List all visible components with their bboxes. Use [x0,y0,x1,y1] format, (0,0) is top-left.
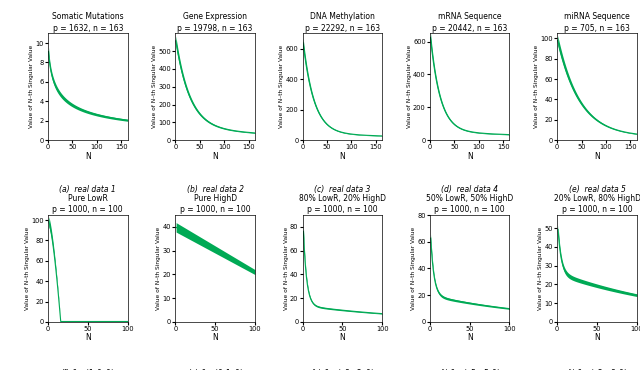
Y-axis label: Value of N–th Singular Value: Value of N–th Singular Value [279,45,284,128]
Y-axis label: Value of N–th Singular Value: Value of N–th Singular Value [156,227,161,310]
Text: (c)  real data 3: (c) real data 3 [314,185,371,194]
Title: miRNA Sequence
p = 705, n = 163: miRNA Sequence p = 705, n = 163 [564,13,630,33]
Y-axis label: Value of N–th Singular Value: Value of N–th Singular Value [152,45,157,128]
Y-axis label: Value of N–th Singular Value: Value of N–th Singular Value [406,45,412,128]
Y-axis label: Value of N–th Singular Value: Value of N–th Singular Value [411,227,416,310]
Title: Gene Expression
p = 19798, n = 163: Gene Expression p = 19798, n = 163 [177,13,253,33]
Title: 80% LowR, 20% HighD
p = 1000, n = 100: 80% LowR, 20% HighD p = 1000, n = 100 [299,194,386,214]
Text: (h) $\theta = (.8,.2,0)$: (h) $\theta = (.8,.2,0)$ [310,367,375,370]
X-axis label: N: N [212,333,218,343]
Text: (j) $\theta = (.2,.8,0)$: (j) $\theta = (.2,.8,0)$ [566,367,628,370]
Text: (e)  real data 5: (e) real data 5 [568,185,625,194]
X-axis label: N: N [467,152,472,161]
X-axis label: N: N [340,333,345,343]
X-axis label: N: N [594,152,600,161]
Title: mRNA Sequence
p = 20442, n = 163: mRNA Sequence p = 20442, n = 163 [432,13,508,33]
Text: (g) $\theta = (0,1,0)$: (g) $\theta = (0,1,0)$ [187,367,244,370]
Text: (d)  real data 4: (d) real data 4 [441,185,498,194]
Title: 20% LowR, 80% HighD
p = 1000, n = 100: 20% LowR, 80% HighD p = 1000, n = 100 [554,194,640,214]
Y-axis label: Value of N–th Singular Value: Value of N–th Singular Value [29,45,34,128]
Text: (f) $\theta = (1,0,0)$: (f) $\theta = (1,0,0)$ [60,367,115,370]
Title: Pure HighD
p = 1000, n = 100: Pure HighD p = 1000, n = 100 [180,194,250,214]
Y-axis label: Value of N–th Singular Value: Value of N–th Singular Value [284,227,289,310]
Y-axis label: Value of N–th Singular Value: Value of N–th Singular Value [534,45,539,128]
X-axis label: N: N [85,333,91,343]
Y-axis label: Value of N–th Singular Value: Value of N–th Singular Value [538,227,543,310]
Title: Pure LowR
p = 1000, n = 100: Pure LowR p = 1000, n = 100 [52,194,123,214]
Text: (i) $\theta = (.5,.5,0)$: (i) $\theta = (.5,.5,0)$ [438,367,500,370]
X-axis label: N: N [85,152,91,161]
X-axis label: N: N [212,152,218,161]
Title: DNA Methylation
p = 22292, n = 163: DNA Methylation p = 22292, n = 163 [305,13,380,33]
X-axis label: N: N [594,333,600,343]
X-axis label: N: N [340,152,345,161]
Title: Somatic Mutations
p = 1632, n = 163: Somatic Mutations p = 1632, n = 163 [52,13,124,33]
Text: (a)  real data 1: (a) real data 1 [60,185,116,194]
Title: 50% LowR, 50% HighD
p = 1000, n = 100: 50% LowR, 50% HighD p = 1000, n = 100 [426,194,513,214]
Y-axis label: Value of N–th Singular Value: Value of N–th Singular Value [25,227,30,310]
X-axis label: N: N [467,333,472,343]
Text: (b)  real data 2: (b) real data 2 [187,185,244,194]
